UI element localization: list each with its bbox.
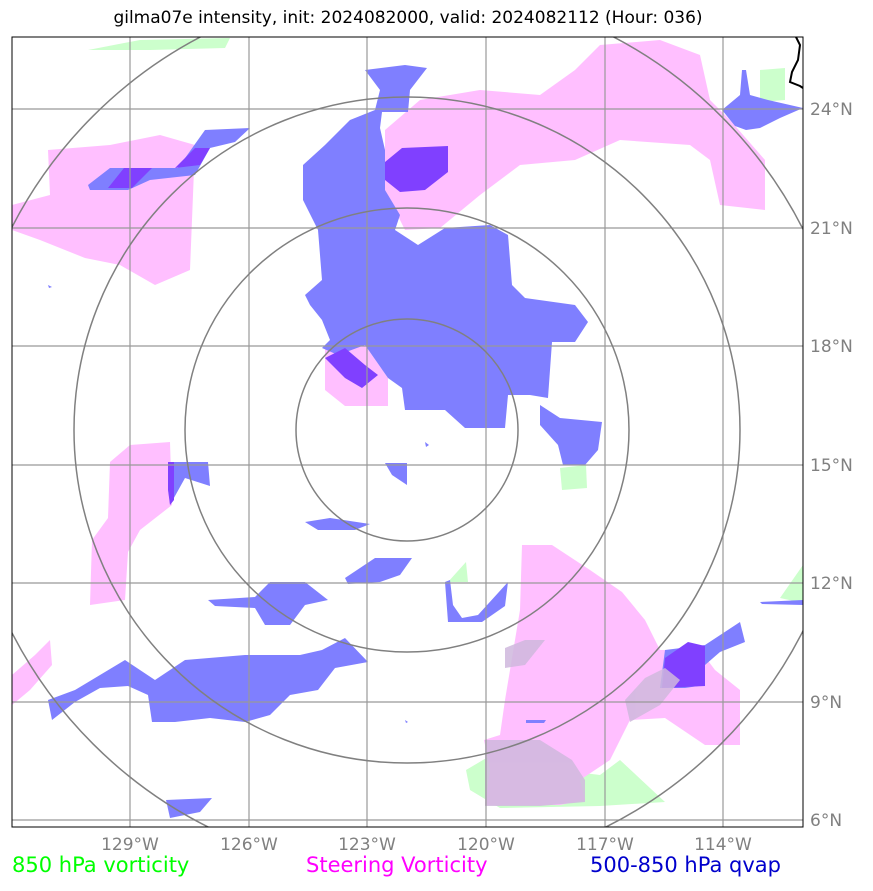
longitude-axis: 129°W 126°W 123°W 120°W 117°W 114°W xyxy=(101,835,752,855)
lon-tick-label: 120°W xyxy=(457,835,515,855)
lon-tick-label: 129°W xyxy=(101,835,159,855)
lon-tick-label: 126°W xyxy=(220,835,278,855)
lat-tick-label: 18°N xyxy=(810,337,853,357)
lat-tick-label: 24°N xyxy=(810,100,853,120)
mixed-overlap-regions xyxy=(485,640,680,806)
lat-tick-label: 6°N xyxy=(810,811,842,831)
coastline xyxy=(788,37,803,89)
lat-tick-label: 9°N xyxy=(810,693,842,713)
range-rings xyxy=(12,37,803,827)
lat-tick-label: 21°N xyxy=(810,219,853,239)
lon-tick-label: 117°W xyxy=(576,835,634,855)
chart-title: gilma07e intensity, init: 2024082000, va… xyxy=(113,8,703,28)
lon-tick-label: 114°W xyxy=(694,835,752,855)
latitude-axis: 24°N 21°N 18°N 15°N 12°N 9°N 6°N xyxy=(810,100,853,831)
legend-850-vorticity: 850 hPa vorticity xyxy=(12,853,190,877)
legend-qvap: 500-850 hPa qvap xyxy=(590,853,781,877)
lat-tick-label: 12°N xyxy=(810,574,853,594)
lat-tick-label: 15°N xyxy=(810,456,853,476)
map-frame xyxy=(11,36,804,828)
legend-steering-vorticity: Steering Vorticity xyxy=(306,853,488,877)
lon-tick-label: 123°W xyxy=(338,835,396,855)
